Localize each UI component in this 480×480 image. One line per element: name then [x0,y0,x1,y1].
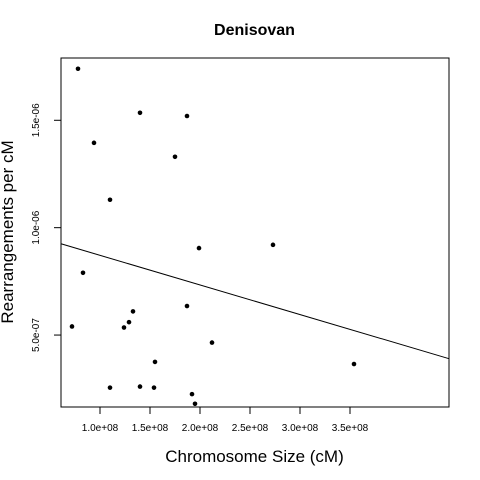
x-tick-label: 1.5e+08 [132,423,169,434]
y-axis-label: Rearrangements per cM [0,140,17,323]
data-point [152,359,158,365]
data-point [184,303,190,309]
data-point [172,154,178,160]
data-point [107,197,113,203]
plot-frame [60,57,450,408]
y-axis: 5.0e-07 1.0e-06 1.5e-06 [31,103,62,352]
x-tick-label: 1.0e+08 [82,423,119,434]
data-point [189,391,195,397]
x-tick-label: 3.5e+08 [332,423,369,434]
x-axis-label: Chromosome Size (cM) [165,447,344,466]
data-point [91,140,97,146]
chart-title: Denisovan [214,22,295,39]
data-point [80,270,86,276]
y-tick-label: 5.0e-07 [31,318,42,352]
x-tick-label: 2.5e+08 [232,423,269,434]
x-axis: 1.0e+08 1.5e+08 2.0e+08 2.5e+08 3.0e+08 3.5e+… [82,406,369,434]
data-point [130,309,136,314]
data-point [75,66,81,72]
y-tick-label: 1.5e-06 [31,103,42,137]
regression-line [60,243,450,360]
data-point [137,384,143,389]
y-tick-label: 1.0e-06 [31,210,42,244]
data-point [270,242,276,248]
data-point [69,324,75,329]
x-tick-label: 2.0e+08 [182,423,219,434]
data-point [209,340,215,345]
data-points [69,66,357,407]
data-point [351,361,357,367]
data-point [121,325,127,330]
x-tick-label: 3.0e+08 [282,423,319,434]
data-point [137,110,143,116]
data-point [196,245,202,251]
data-point [192,401,198,407]
data-point [184,113,190,119]
data-point [126,319,132,325]
data-point [151,385,157,390]
data-point [107,385,113,390]
